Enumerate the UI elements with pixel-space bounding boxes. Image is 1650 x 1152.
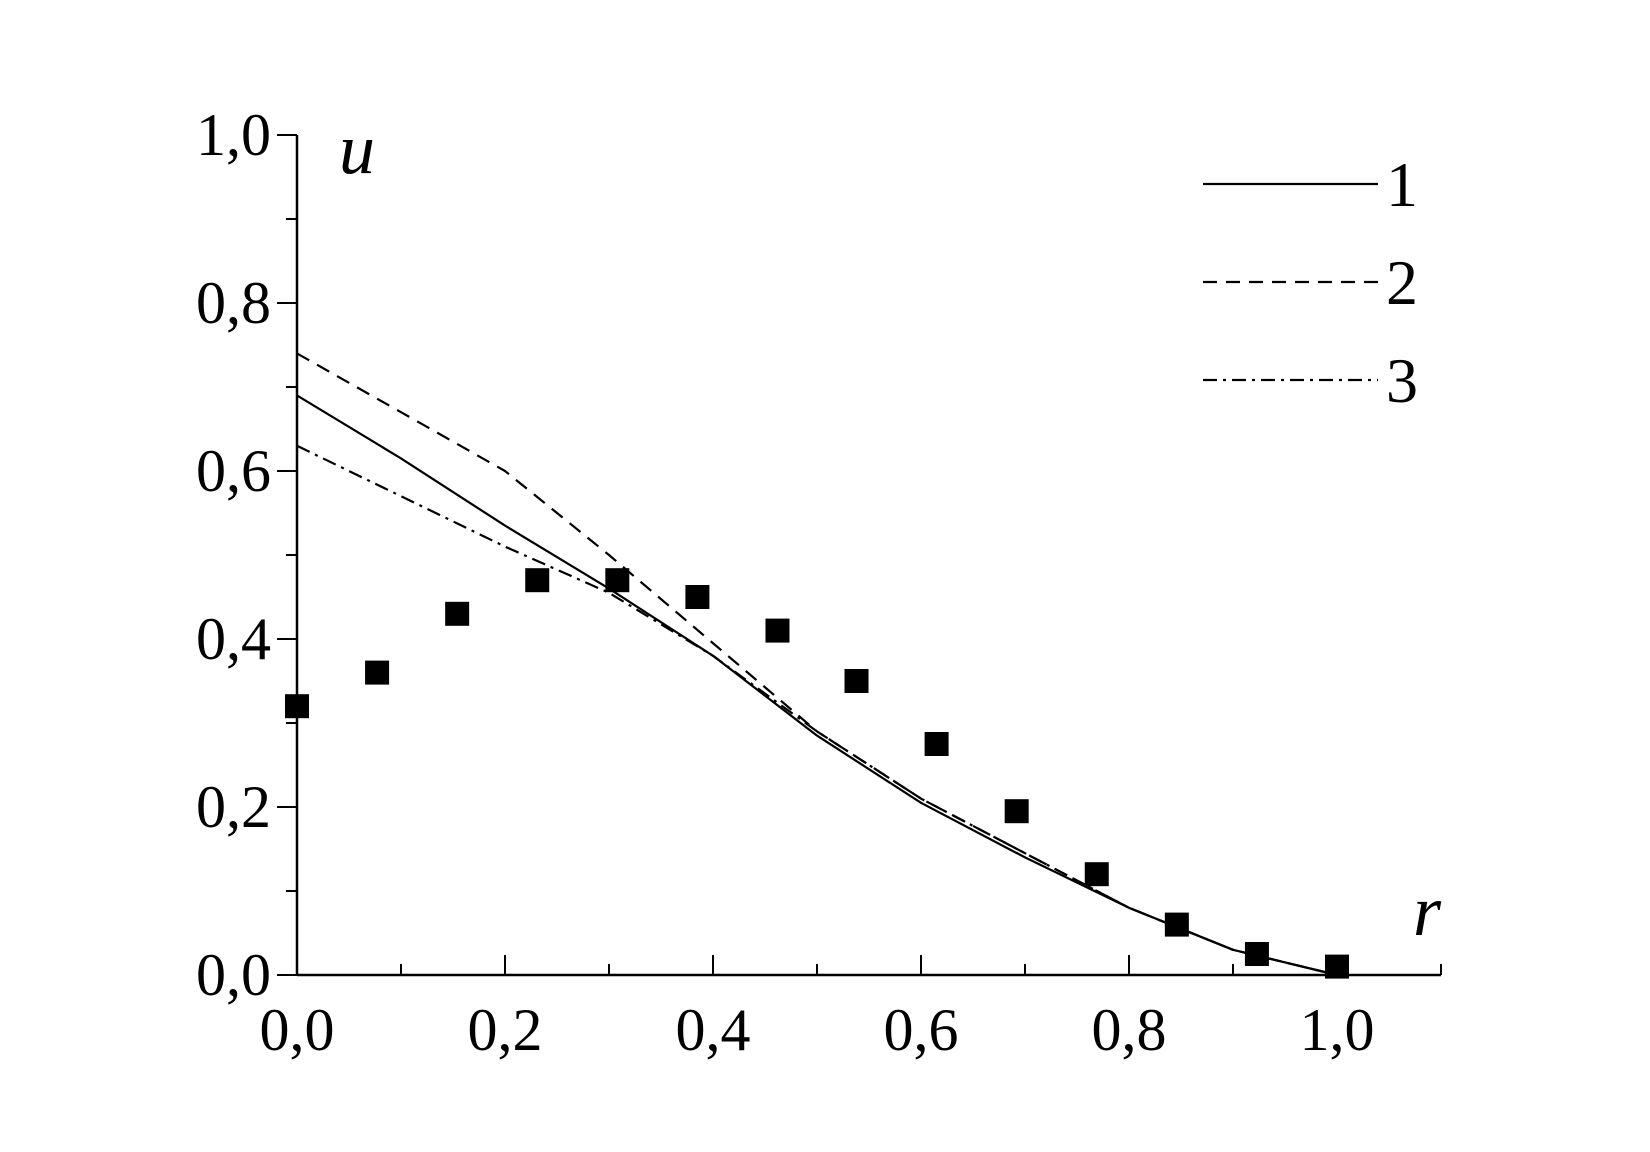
data-point bbox=[445, 601, 470, 626]
data-point bbox=[1004, 799, 1029, 824]
x-tick-label: 0,6 bbox=[884, 997, 959, 1063]
y-tick-label: 0,0 bbox=[196, 942, 271, 1008]
y-tick-label: 0,8 bbox=[196, 270, 271, 336]
legend-label-1: 1 bbox=[1386, 149, 1418, 220]
x-tick-label: 0,4 bbox=[676, 997, 751, 1063]
y-tick-label: 0,6 bbox=[196, 438, 271, 504]
data-point bbox=[685, 585, 710, 609]
x-tick-label: 1,0 bbox=[1300, 997, 1375, 1063]
x-tick-label: 0,0 bbox=[260, 997, 335, 1063]
x-axis-label: r bbox=[1413, 871, 1442, 951]
series-line-3 bbox=[296, 444, 1338, 977]
data-point bbox=[365, 660, 390, 685]
data-point bbox=[525, 568, 550, 593]
data-point bbox=[765, 618, 790, 643]
legend-label-2: 2 bbox=[1386, 247, 1418, 318]
series-line-2 bbox=[296, 352, 1338, 977]
data-point bbox=[1084, 862, 1109, 887]
data-point bbox=[1244, 942, 1269, 966]
data-point bbox=[605, 568, 630, 593]
legend-label-3: 3 bbox=[1386, 345, 1418, 416]
legend: 1 2 3 bbox=[1203, 149, 1418, 416]
plot-area bbox=[285, 352, 1349, 979]
y-tick-label: 0,4 bbox=[196, 606, 271, 672]
data-point bbox=[924, 732, 949, 756]
y-axis-label: u bbox=[339, 109, 375, 189]
series-line-1 bbox=[296, 394, 1338, 977]
y-tick-label: 0,2 bbox=[196, 774, 271, 840]
data-point bbox=[844, 669, 869, 693]
axes: 0,0 0,2 0,4 0,6 0,8 1,0 0,0 0,2 0,4 0,6 0,8 1,0 u r bbox=[196, 102, 1442, 1063]
x-tick-label: 0,2 bbox=[468, 997, 543, 1063]
x-tick-label: 0,8 bbox=[1092, 997, 1167, 1063]
y-tick-label: 1,0 bbox=[196, 102, 271, 168]
data-point bbox=[1164, 912, 1189, 937]
